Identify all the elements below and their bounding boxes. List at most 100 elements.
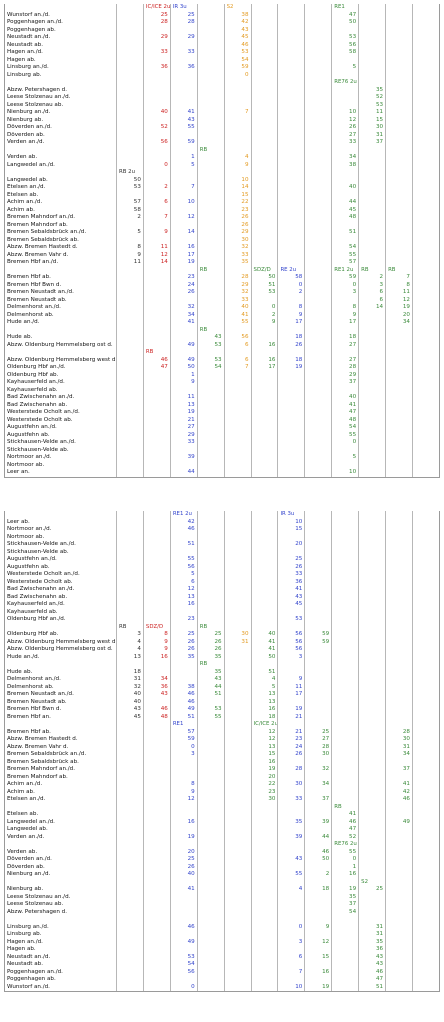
time-cell: 0: [331, 856, 359, 864]
station-row: Nortmoor an./d. 46 15: [4, 526, 441, 534]
time-cell: [304, 341, 332, 349]
time-cell: [142, 953, 171, 961]
time-cell: [116, 401, 144, 409]
time-cell: 36: [358, 946, 386, 954]
time-cell: 28: [331, 364, 359, 372]
service-label: [411, 4, 441, 12]
time-cell: [116, 818, 144, 826]
time-cell: [331, 706, 359, 714]
time-cell: [331, 646, 359, 654]
time-cell: [385, 863, 413, 871]
time-cell: [142, 863, 171, 871]
time-cell: [116, 461, 144, 469]
time-cell: [250, 931, 278, 939]
service-label: RB: [116, 623, 144, 631]
time-cell: 57: [116, 199, 144, 207]
time-cell: [196, 818, 225, 826]
time-cell: [411, 518, 441, 526]
time-cell: [411, 743, 441, 751]
time-cell: [196, 199, 225, 207]
time-cell: [358, 781, 386, 789]
service-label: [331, 326, 359, 334]
time-cell: [142, 424, 171, 432]
station-row: Abzw. Oldenburg Hemmelsberg ost d. 4 9 26 26…: [4, 646, 441, 654]
time-cell: [196, 961, 225, 969]
time-cell: 6: [223, 341, 252, 349]
time-cell: 36: [142, 683, 171, 691]
time-cell: 51: [250, 668, 278, 676]
station-name: [4, 878, 117, 886]
time-cell: 9: [277, 676, 305, 684]
time-cell: [196, 773, 225, 781]
time-cell: [223, 439, 252, 447]
time-cell: [304, 646, 332, 654]
station-name: [4, 661, 117, 669]
station-name: Neustadt an./d.: [4, 953, 117, 961]
time-cell: [358, 683, 386, 691]
time-cell: [196, 221, 225, 229]
time-cell: [304, 64, 332, 72]
time-cell: [223, 454, 252, 462]
time-cell: [411, 251, 441, 259]
station-name: [4, 349, 117, 357]
time-cell: 7: [223, 364, 252, 372]
time-cell: [116, 781, 144, 789]
time-cell: 29: [331, 371, 359, 379]
time-cell: [277, 11, 305, 19]
time-cell: 56: [277, 646, 305, 654]
time-cell: [196, 736, 225, 744]
time-cell: [385, 26, 413, 34]
service-label: [277, 326, 305, 334]
station-name: Poggenhagen ab.: [4, 26, 117, 34]
time-cell: [331, 446, 359, 454]
time-cell: [385, 356, 413, 364]
time-cell: 14: [358, 304, 386, 312]
time-cell: 19: [169, 833, 198, 841]
station-row: Stickhausen-Velde ab.: [4, 548, 441, 556]
time-cell: 41: [277, 586, 305, 594]
station-row: Etelsen an./d. 53 2 7 14 40: [4, 184, 441, 192]
station-row: Bremen Neustadt an./d. 40 43 46 51 13 17: [4, 691, 441, 699]
time-cell: [142, 296, 171, 304]
time-cell: [331, 548, 359, 556]
time-cell: [304, 676, 332, 684]
time-cell: 56: [169, 968, 198, 976]
time-cell: [142, 736, 171, 744]
time-cell: [196, 94, 225, 102]
time-cell: [277, 668, 305, 676]
time-cell: [116, 439, 144, 447]
time-cell: 50: [250, 653, 278, 661]
service-label: [385, 326, 413, 334]
time-cell: [196, 563, 225, 571]
time-cell: [142, 311, 171, 319]
time-cell: 43: [169, 116, 198, 124]
time-cell: [331, 94, 359, 102]
time-cell: [385, 109, 413, 117]
time-cell: [250, 199, 278, 207]
service-label: [358, 623, 386, 631]
time-cell: [385, 19, 413, 27]
time-cell: 9: [116, 251, 144, 259]
time-cell: [385, 161, 413, 169]
time-cell: [223, 124, 252, 132]
time-cell: [411, 424, 441, 432]
station-name: Bremen Neustadt an./d.: [4, 691, 117, 699]
service-label: [142, 661, 171, 669]
time-cell: [358, 736, 386, 744]
time-cell: [223, 713, 252, 721]
service-label: IC/ICE 2u: [142, 4, 171, 12]
station-name: Bremen Hbf ab.: [4, 728, 117, 736]
service-label: [142, 841, 171, 849]
time-cell: [196, 394, 225, 402]
time-cell: 0: [169, 983, 198, 992]
station-name: Westerstede Ocholt ab.: [4, 578, 117, 586]
time-cell: [223, 863, 252, 871]
service-label: [116, 79, 144, 87]
time-cell: 45: [116, 713, 144, 721]
service-header-row: IC/ICE 2u IR 3u S2 RE1: [4, 4, 441, 12]
station-row: Abzw. Petershagen d. 54: [4, 908, 441, 916]
time-cell: [331, 758, 359, 766]
time-cell: [411, 191, 441, 199]
station-row: Bremen Hbf ab. 57 12 21 25 28: [4, 728, 441, 736]
time-cell: [169, 206, 198, 214]
